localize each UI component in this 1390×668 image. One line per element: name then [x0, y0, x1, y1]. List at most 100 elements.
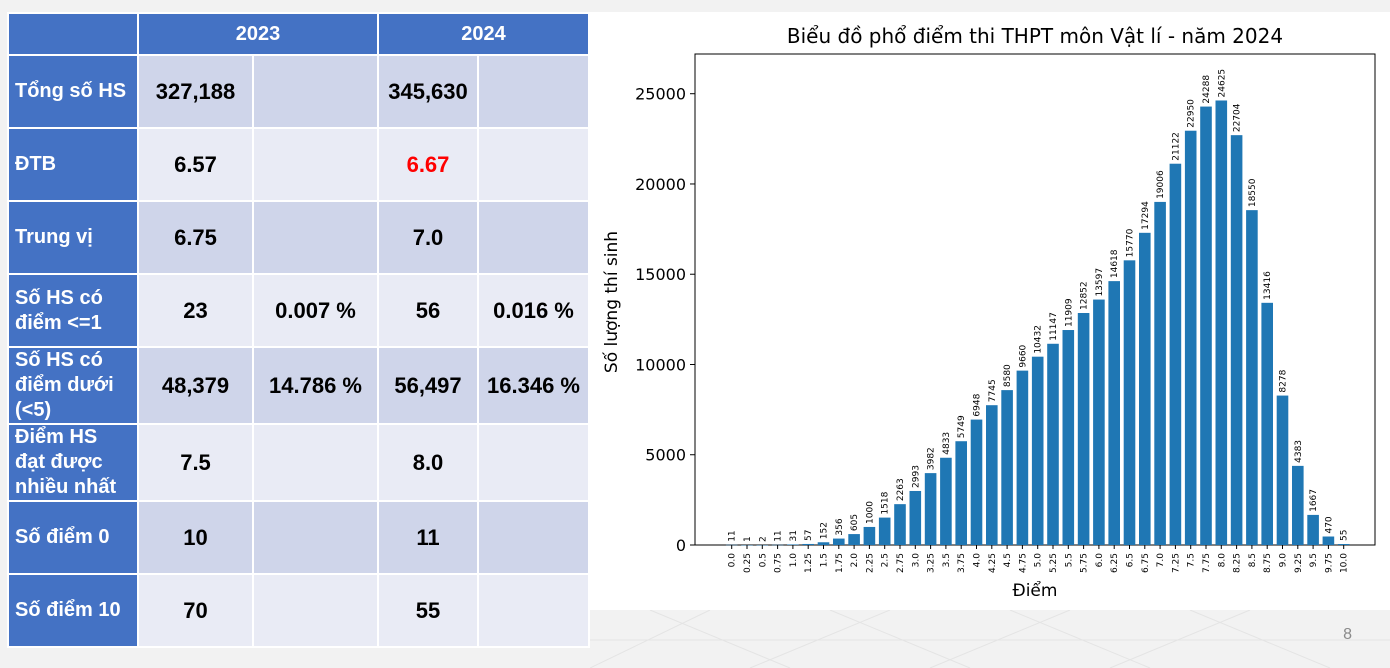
- percent-2023: [252, 573, 379, 648]
- row-label: Số điểm 0: [7, 500, 139, 575]
- bar: [787, 544, 799, 545]
- bar-value-label: 1000: [865, 501, 875, 524]
- row-label: Tổng số HS: [7, 54, 139, 129]
- value-2023: 70: [137, 573, 254, 648]
- bar-value-label: 31: [789, 530, 799, 541]
- x-tick-label: 9.5: [1309, 553, 1319, 567]
- bar-value-label: 22704: [1233, 103, 1243, 132]
- value-2024-highlight: 6.67: [377, 127, 479, 202]
- bar: [1292, 465, 1304, 545]
- x-tick-label: 10.0: [1340, 553, 1350, 573]
- bar: [1276, 395, 1289, 545]
- bar-value-label: 57: [804, 530, 814, 541]
- bar: [1077, 313, 1090, 545]
- bar: [1139, 232, 1151, 545]
- bar-value-label: 15770: [1126, 228, 1136, 257]
- row-label: ĐTB: [7, 127, 139, 202]
- x-tick-label: 9.25: [1294, 553, 1304, 573]
- bar-value-label: 7745: [988, 379, 998, 402]
- percent-2023: 0.007 %: [252, 273, 379, 348]
- bar: [1108, 281, 1120, 545]
- bar: [1184, 130, 1197, 545]
- x-tick-label: 8.0: [1217, 553, 1227, 568]
- table-row: Số HS có điểm dưới (<5) 48,379 14.786 % …: [7, 346, 590, 425]
- x-tick-label: 1.0: [789, 553, 799, 568]
- bar-value-label: 470: [1324, 516, 1334, 533]
- header-year-2024: 2024: [377, 12, 590, 56]
- x-tick-label: 0.0: [728, 553, 738, 568]
- x-tick-label: 2.25: [865, 553, 875, 573]
- bar: [1261, 302, 1273, 545]
- value-2023: 7.5: [137, 423, 254, 502]
- table-row: Tổng số HS 327,188 345,630: [7, 54, 590, 129]
- y-axis-ticks: 0 5000 10000 15000 20000 25000: [635, 85, 695, 555]
- x-tick-label: 6.25: [1110, 553, 1120, 573]
- bar-value-label: 12852: [1080, 281, 1090, 310]
- bar-value-label: 24288: [1202, 75, 1212, 104]
- x-tick-label: 8.5: [1248, 553, 1258, 567]
- bar: [1322, 536, 1335, 545]
- x-tick-label: 3.25: [927, 553, 937, 573]
- bar: [1307, 514, 1319, 545]
- bar: [1246, 210, 1258, 546]
- percent-2023: 14.786 %: [252, 346, 379, 425]
- table-row: Số điểm 10 70 55: [7, 573, 590, 648]
- bar-value-label: 1518: [881, 491, 891, 514]
- percent-2023: [252, 500, 379, 575]
- x-tick-label: 4.75: [1018, 553, 1028, 573]
- value-2023: 6.57: [137, 127, 254, 202]
- bar-value-label: 17294: [1141, 201, 1151, 230]
- bar: [955, 441, 967, 545]
- bar: [1047, 343, 1059, 545]
- header-year-2023: 2023: [137, 12, 379, 56]
- bar: [1062, 330, 1075, 545]
- bar-series: [725, 100, 1350, 546]
- bar-value-label: 11: [774, 530, 784, 541]
- bar-value-label: 1: [743, 536, 753, 542]
- stats-table: 2023 2024 Tổng số HS 327,188 345,630 ĐTB…: [7, 12, 590, 648]
- table-row: Điểm HS đạt được nhiều nhất 7.5 8.0: [7, 423, 590, 502]
- table-row: Trung vị 6.75 7.0: [7, 200, 590, 275]
- bar-value-label: 24625: [1217, 69, 1227, 98]
- y-axis-label: Số lượng thí sinh: [601, 231, 622, 373]
- bar: [1154, 201, 1166, 545]
- bar-value-label: 13597: [1095, 268, 1105, 297]
- bar-value-label: 6948: [973, 393, 983, 416]
- x-tick-label: 7.25: [1171, 553, 1181, 573]
- bar: [1093, 299, 1105, 545]
- bar: [1169, 163, 1182, 545]
- bar-value-label: 13416: [1263, 271, 1273, 300]
- row-label: Số HS có điểm <=1: [7, 273, 139, 348]
- percent-2023: [252, 54, 379, 129]
- percent-2024: [477, 423, 590, 502]
- x-tick-label: 3.5: [942, 553, 952, 567]
- x-tick-label: 5.75: [1080, 553, 1090, 573]
- x-tick-label: 2.75: [896, 553, 906, 573]
- bar: [863, 526, 876, 545]
- x-tick-label: 3.75: [957, 553, 967, 573]
- bar-value-label: 4383: [1294, 440, 1304, 463]
- bar-value-label: 8278: [1279, 369, 1289, 392]
- row-label: Trung vị: [7, 200, 139, 275]
- bar: [1016, 370, 1029, 545]
- x-tick-label: 6.0: [1095, 553, 1105, 568]
- bar-value-label: 19006: [1156, 170, 1166, 199]
- table-row: ĐTB 6.57 6.67: [7, 127, 590, 202]
- value-2023: 6.75: [137, 200, 254, 275]
- bar-value-label: 55: [1340, 530, 1350, 541]
- bar: [909, 490, 922, 545]
- bar: [1215, 100, 1228, 545]
- percent-2024: [477, 573, 590, 648]
- x-tick-label: 5.5: [1064, 553, 1074, 567]
- bar: [848, 534, 860, 545]
- bar-value-label: 5749: [957, 415, 967, 438]
- percent-2023: [252, 200, 379, 275]
- percent-2024: 16.346 %: [477, 346, 590, 425]
- x-tick-label: 0.75: [774, 553, 784, 573]
- bar-value-label: 356: [835, 518, 845, 535]
- percent-2024: [477, 200, 590, 275]
- x-axis-ticks: 0.0 0.25 0.5 0.75 1.0 1.25 1.5 1.75 2.0 2.25 2.5 2.…: [728, 545, 1350, 573]
- percent-2023: [252, 423, 379, 502]
- bar-value-label: 11147: [1049, 312, 1059, 341]
- bar-value-label: 3982: [927, 447, 937, 470]
